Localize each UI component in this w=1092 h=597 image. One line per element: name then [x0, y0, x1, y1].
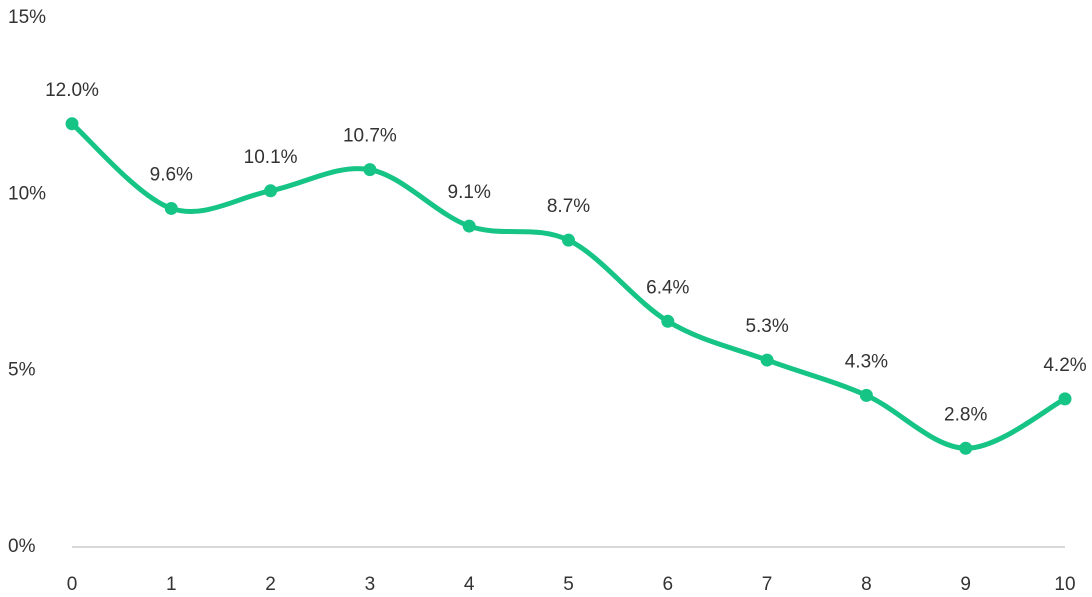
y-tick-label: 15%: [8, 7, 46, 28]
data-label: 9.6%: [150, 164, 193, 185]
data-label: 4.3%: [845, 351, 888, 372]
x-tick-label: 8: [861, 574, 872, 595]
data-label: 6.4%: [646, 277, 689, 298]
point: [65, 117, 79, 131]
point: [859, 388, 873, 402]
line: [69, 121, 1068, 451]
point: [661, 314, 675, 328]
data-label: 10.1%: [244, 147, 298, 168]
x-tick-label: 5: [563, 574, 574, 595]
x-tick-label: 0: [67, 574, 78, 595]
y-tick-label: 10%: [8, 183, 46, 204]
x-tick-label: 9: [960, 574, 971, 595]
point: [760, 353, 774, 367]
y-tick-label: 0%: [8, 536, 36, 557]
x-tick-label: 7: [762, 574, 773, 595]
x-tick-label: 3: [365, 574, 376, 595]
point: [959, 441, 973, 455]
point: [1058, 392, 1072, 406]
data-label: 8.7%: [547, 196, 590, 217]
point: [562, 233, 575, 247]
data-label: 12.0%: [45, 80, 99, 101]
data-label: 9.1%: [448, 182, 491, 203]
point: [462, 219, 476, 233]
y-tick-label: 5%: [8, 360, 36, 381]
x-tick-label: 4: [464, 574, 475, 595]
x-tick-label: 6: [663, 574, 674, 595]
x-tick-label: 1: [166, 574, 177, 595]
x-tick-label: 10: [1054, 574, 1075, 595]
data-label: 10.7%: [343, 126, 397, 147]
data-label: 4.2%: [1043, 355, 1086, 376]
point: [164, 201, 178, 215]
point: [264, 184, 278, 198]
data-label: 2.8%: [944, 404, 987, 425]
data-label: 5.3%: [745, 316, 788, 337]
point: [363, 163, 377, 177]
x-tick-label: 2: [265, 574, 276, 595]
